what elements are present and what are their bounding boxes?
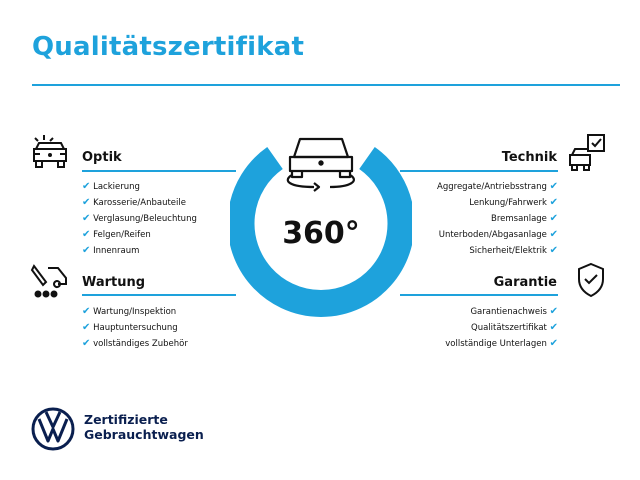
check-icon: ✔ xyxy=(82,229,91,240)
360-value: 360° xyxy=(282,216,360,251)
garantie-list: Garantienachweis ✔ Qualitätszertifikat ✔ v… xyxy=(445,304,558,352)
section-heading-technik: Technik xyxy=(501,150,557,165)
checklist-item: Aggregate/Antriebsstrang ✔ xyxy=(437,179,558,195)
check-icon: ✔ xyxy=(549,322,558,333)
divider xyxy=(400,294,558,296)
car-rotate-icon xyxy=(286,137,356,192)
checklist-item: Sicherheit/Elektrik ✔ xyxy=(437,243,558,259)
checklist-item: ✔ Verglasung/Beleuchtung xyxy=(82,211,197,227)
car-lights-icon xyxy=(33,135,67,168)
vw-logo xyxy=(31,407,75,451)
checklist-item: ✔ Lackierung xyxy=(82,179,197,195)
checklist-label: Bremsanlage xyxy=(491,214,547,224)
brand-line2: Gebrauchtwagen xyxy=(84,427,204,442)
check-icon: ✔ xyxy=(549,306,558,317)
brand-line1: Zertifizierte xyxy=(84,412,168,427)
check-icon: ✔ xyxy=(549,338,558,349)
check-icon: ✔ xyxy=(82,197,91,208)
service-tools-icon xyxy=(30,264,67,298)
checklist-item: ✔ Felgen/Reifen xyxy=(82,227,197,243)
checklist-item: Qualitätszertifikat ✔ xyxy=(445,320,558,336)
checklist-item: vollständige Unterlagen ✔ xyxy=(445,336,558,352)
checklist-label: Innenraum xyxy=(93,246,140,256)
wartung-list: ✔ Wartung/Inspektion ✔ Hauptuntersuchung ✔… xyxy=(82,304,188,352)
car-checklist-icon xyxy=(569,134,605,171)
technik-list: Aggregate/Antriebsstrang ✔ Lenkung/Fahrwe… xyxy=(437,179,558,259)
checklist-item: Garantienachweis ✔ xyxy=(445,304,558,320)
page-title: Qualitätszertifikat xyxy=(32,32,305,62)
checklist-label: Hauptuntersuchung xyxy=(93,323,178,333)
checklist-label: Qualitätszertifikat xyxy=(471,323,547,333)
check-icon: ✔ xyxy=(549,197,558,208)
checklist-item: ✔ Hauptuntersuchung xyxy=(82,320,188,336)
divider xyxy=(32,84,620,86)
checklist-label: vollständige Unterlagen xyxy=(445,339,547,349)
check-icon: ✔ xyxy=(549,213,558,224)
check-icon: ✔ xyxy=(82,338,91,349)
divider xyxy=(400,170,558,172)
check-icon: ✔ xyxy=(82,306,91,317)
checklist-label: Lenkung/Fahrwerk xyxy=(469,198,547,208)
checklist-label: Garantienachweis xyxy=(470,307,547,317)
check-icon: ✔ xyxy=(549,245,558,256)
checklist-item: Bremsanlage ✔ xyxy=(437,211,558,227)
optik-list: ✔ Lackierung ✔ Karosserie/Anbauteile ✔ Ver… xyxy=(82,179,197,259)
360-badge: Gebrauchtwagen-Check 360° xyxy=(230,137,412,317)
brand-text: Zertifizierte Gebrauchtwagen xyxy=(84,412,204,442)
checklist-label: Felgen/Reifen xyxy=(93,230,151,240)
shield-check-icon xyxy=(578,262,604,298)
divider xyxy=(82,170,236,172)
checklist-label: vollständiges Zubehör xyxy=(93,339,188,349)
checklist-label: Lackierung xyxy=(93,182,140,192)
checklist-label: Wartung/Inspektion xyxy=(93,307,177,317)
check-icon: ✔ xyxy=(549,229,558,240)
check-icon: ✔ xyxy=(82,213,91,224)
checklist-item: ✔ Karosserie/Anbauteile xyxy=(82,195,197,211)
checklist-item: ✔ Innenraum xyxy=(82,243,197,259)
check-icon: ✔ xyxy=(82,245,91,256)
checklist-item: ✔ vollständiges Zubehör xyxy=(82,336,188,352)
check-icon: ✔ xyxy=(82,181,91,192)
checklist-label: Aggregate/Antriebsstrang xyxy=(437,182,547,192)
checklist-item: ✔ Wartung/Inspektion xyxy=(82,304,188,320)
divider xyxy=(82,294,236,296)
check-icon: ✔ xyxy=(82,322,91,333)
section-heading-garantie: Garantie xyxy=(493,275,557,290)
checklist-item: Lenkung/Fahrwerk ✔ xyxy=(437,195,558,211)
checklist-item: Unterboden/Abgasanlage ✔ xyxy=(437,227,558,243)
checklist-label: Karosserie/Anbauteile xyxy=(93,198,186,208)
section-heading-wartung: Wartung xyxy=(82,275,146,290)
section-heading-optik: Optik xyxy=(82,150,122,165)
checklist-label: Sicherheit/Elektrik xyxy=(469,246,547,256)
checklist-label: Unterboden/Abgasanlage xyxy=(438,230,547,240)
check-icon: ✔ xyxy=(549,181,558,192)
checklist-label: Verglasung/Beleuchtung xyxy=(93,214,197,224)
